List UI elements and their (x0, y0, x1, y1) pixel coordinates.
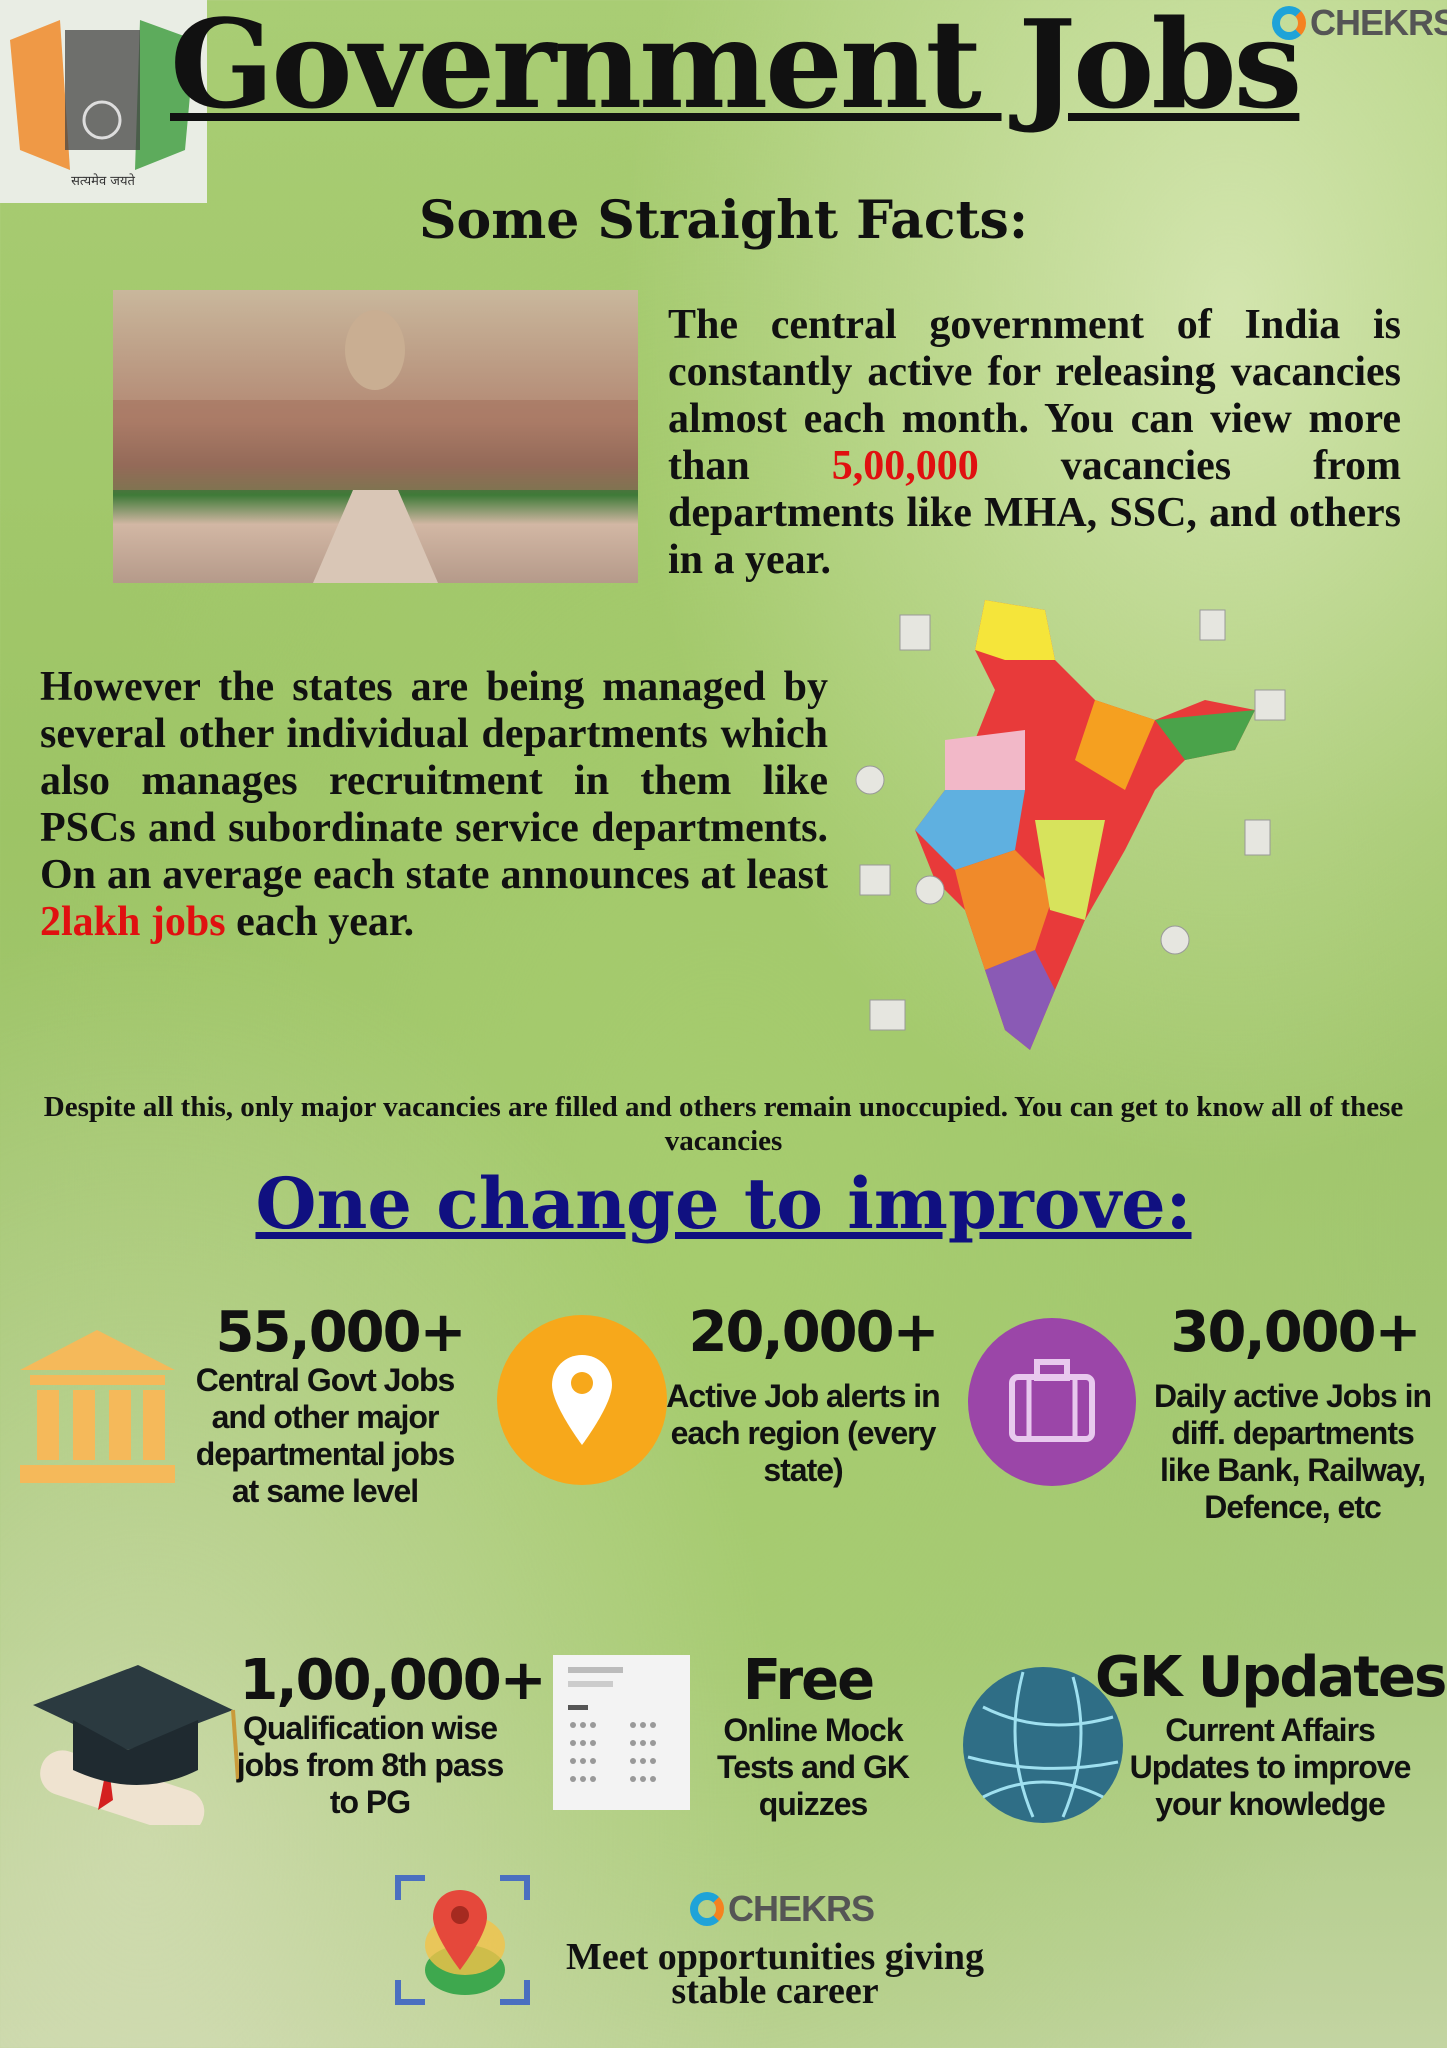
page-title: Government Jobs (170, 0, 1302, 136)
stat-number: Free (742, 1648, 875, 1713)
chekrs-logo: CHEKRS (1272, 2, 1447, 44)
india-states-map-image (855, 590, 1320, 1065)
stat-description: Current Affairs Updates to improve your … (1129, 1712, 1412, 1822)
stat-description: Qualification wise jobs from 8th pass to… (236, 1710, 505, 1820)
location-pin-icon (497, 1315, 667, 1485)
chekrs-logo-icon (1272, 6, 1306, 40)
mock-test-sheet-icon (553, 1655, 690, 1810)
stat-description: Central Govt Jobs and other major depart… (195, 1362, 456, 1509)
central-facts-paragraph: The central government of India is const… (668, 302, 1401, 583)
svg-text:सत्यमेव जयते: सत्यमेव जयते (71, 173, 135, 189)
stat-number: 30,000+ (1170, 1300, 1421, 1365)
footer-chekrs-logo: CHEKRS (690, 1888, 875, 1930)
national-emblem-image: सत्यमेव जयते (0, 0, 207, 203)
state-facts-paragraph: However the states are being managed by … (40, 664, 828, 945)
map-location-icon (395, 1875, 530, 2005)
brand-name: CHEKRS (728, 1888, 875, 1929)
stat-number: 20,000+ (688, 1300, 939, 1365)
despite-note: Despite all this, only major vacancies a… (43, 1091, 1404, 1157)
brand-name: CHEKRS (1310, 2, 1447, 43)
improve-heading: One change to improve: (255, 1162, 1192, 1245)
stat-description: Daily active Jobs in diff. departments l… (1153, 1378, 1432, 1525)
facts-heading: Some Straight Facts: (418, 190, 1029, 251)
bank-icon (15, 1325, 180, 1485)
graduation-cap-icon (28, 1660, 240, 1835)
stat-description: Online Mock Tests and GK quizzes (717, 1712, 910, 1822)
stat-description: Active Job alerts in each region (every … (666, 1378, 940, 1488)
stat-number: 1,00,000+ (239, 1648, 546, 1713)
state-jobs-highlight: 2lakh jobs (40, 899, 226, 945)
stat-number: 55,000+ (215, 1300, 466, 1365)
globe-icon (963, 1667, 1123, 1823)
chekrs-logo-icon (690, 1892, 724, 1926)
vacancy-count-highlight: 5,00,000 (831, 443, 979, 489)
north-block-building-image (113, 290, 638, 583)
stat-number: GK Updates (1095, 1645, 1447, 1710)
footer-tagline: Meet opportunities giving stable career (566, 1936, 984, 2012)
briefcase-icon (968, 1318, 1136, 1486)
